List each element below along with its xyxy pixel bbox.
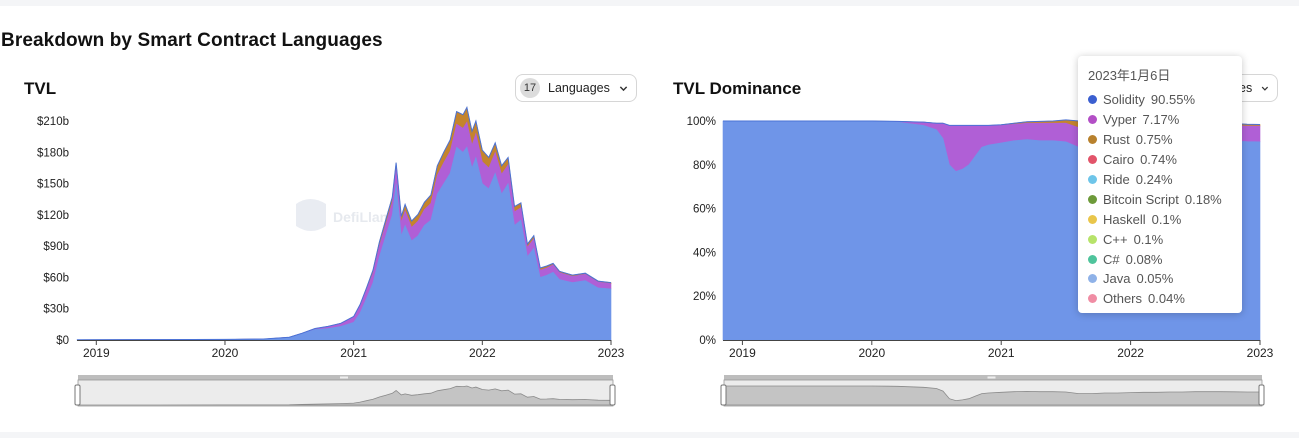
zoom-navigator[interactable]	[74, 375, 616, 407]
tooltip-series-name: C#	[1103, 251, 1120, 267]
x-tick-label: 2020	[858, 346, 885, 360]
x-tick-label: 2023	[598, 346, 625, 360]
y-tick-label: $150b	[37, 179, 69, 191]
tooltip-series-value: 0.18%	[1184, 191, 1222, 207]
legend-dot-icon	[1088, 95, 1097, 105]
tooltip-series-name: Vyper	[1103, 112, 1137, 128]
tooltip-series-value: 0.08%	[1125, 251, 1163, 267]
y-tick-label: 40%	[693, 247, 716, 259]
tvl-chart-title: TVL	[24, 79, 57, 98]
y-tick-label: $180b	[37, 147, 69, 159]
tooltip-series-name: Ride	[1103, 172, 1130, 187]
tooltip-series-name: Rust	[1103, 132, 1130, 148]
tooltip-series-name: Others	[1103, 291, 1143, 307]
navigator-left-handle[interactable]	[720, 384, 727, 406]
legend-dot-icon	[1088, 294, 1097, 304]
tooltip-series-value: 0.1%	[1151, 211, 1182, 227]
tooltip-row: Java 0.05%	[1088, 269, 1242, 289]
y-tick-label: $30b	[43, 304, 69, 316]
legend-dot-icon	[1088, 254, 1097, 264]
dominance-chart-title: TVL Dominance	[673, 79, 802, 98]
x-tick-label: 2022	[1117, 346, 1144, 360]
tooltip-date: 2023年1月6日	[1088, 68, 1171, 83]
tooltip-series-value: 0.1%	[1133, 231, 1164, 247]
legend-dot-icon	[1088, 194, 1097, 204]
navigator-right-handle[interactable]	[1258, 384, 1265, 406]
x-tick-label: 2023	[1247, 346, 1274, 360]
navigator-preview	[77, 385, 612, 406]
tooltip-series-name: Bitcoin Script	[1103, 191, 1179, 207]
legend-dot-icon	[1088, 274, 1097, 284]
legend-dot-icon	[1088, 135, 1097, 145]
page-title: Breakdown by Smart Contract Languages	[1, 30, 383, 51]
tooltip-series-value: 0.05%	[1136, 271, 1174, 287]
llama-logo-icon	[296, 199, 326, 231]
tooltip-row: Ride 0.24%	[1088, 170, 1242, 190]
navigator-preview	[722, 385, 1261, 406]
tooltip-row: Haskell 0.1%	[1088, 209, 1242, 229]
x-tick-label: 2022	[469, 346, 496, 360]
y-tick-label: 20%	[693, 291, 716, 303]
legend-dot-icon	[1088, 155, 1097, 165]
x-tick-label: 2021	[988, 346, 1015, 360]
tooltip-row: C++ 0.1%	[1088, 229, 1242, 249]
y-tick-label: 60%	[693, 204, 716, 216]
tooltip-row: Cairo 0.74%	[1088, 150, 1242, 170]
tooltip-series-value: 0.24%	[1135, 172, 1173, 187]
x-tick-label: 2019	[83, 346, 110, 360]
tooltip-row: Others 0.04%	[1088, 289, 1242, 309]
navigator-left-handle[interactable]	[74, 384, 81, 406]
legend-dot-icon	[1088, 175, 1097, 184]
navigator-grip-icon	[340, 376, 348, 379]
y-tick-label: 0%	[699, 335, 716, 347]
navigator-right-handle[interactable]	[609, 384, 616, 406]
legend-dot-icon	[1088, 234, 1097, 244]
series-line-rust	[76, 105, 612, 341]
y-tick-label: 100%	[687, 116, 716, 128]
chart-tooltip: 2023年1月6日 Solidity 90.55% Vyper 7.17% Rust 0.…	[1078, 56, 1242, 313]
y-tick-label: $90b	[43, 241, 69, 253]
tooltip-series-name: Java	[1103, 271, 1131, 287]
y-tick-label: $60b	[43, 272, 69, 284]
legend-dot-icon	[1088, 115, 1097, 125]
tooltip-row: Vyper 7.17%	[1088, 110, 1242, 130]
legend-dot-icon	[1088, 214, 1097, 224]
tooltip-row: Solidity 90.55%	[1088, 90, 1242, 110]
y-tick-label: 80%	[693, 160, 716, 172]
y-tick-label: $0	[56, 335, 69, 347]
chevron-down-icon	[619, 85, 628, 91]
tooltip-series-name: Solidity	[1103, 92, 1145, 108]
watermark-text: DefiLlama	[333, 209, 400, 225]
languages-dropdown-label: Languages	[548, 81, 610, 95]
x-tick-label: 2020	[212, 346, 239, 360]
y-tick-label: $120b	[37, 210, 69, 222]
chevron-down-icon	[1261, 86, 1269, 91]
tooltip-series-value: 0.75%	[1135, 132, 1173, 148]
tooltip-series-value: 0.74%	[1140, 152, 1177, 168]
tooltip-series-value: 7.17%	[1142, 112, 1180, 128]
navigator-grip-icon	[987, 376, 996, 379]
x-tick-label: 2021	[340, 346, 367, 360]
zoom-navigator[interactable]	[720, 375, 1265, 407]
watermark-logo: DefiLlama	[296, 199, 400, 231]
tooltip-series-name: Cairo	[1103, 152, 1135, 168]
y-tick-label: $210b	[37, 116, 69, 128]
languages-count-badge: 17	[520, 78, 540, 98]
tooltip-series-name: C++	[1103, 231, 1128, 247]
tooltip-row: Bitcoin Script 0.18%	[1088, 189, 1242, 209]
tooltip-series-value: 0.04%	[1148, 291, 1185, 307]
tooltip-row: C# 0.08%	[1088, 249, 1242, 269]
languages-dropdown-button[interactable]: 17 Languages	[515, 74, 637, 102]
tvl-area-chart[interactable]: DefiLlama 2019 2020 2021 2022 2023 $0 $30b $60b $…	[37, 105, 625, 407]
tooltip-row: Rust 0.75%	[1088, 130, 1242, 150]
x-tick-label: 2019	[729, 346, 756, 360]
tooltip-series-name: Haskell	[1103, 211, 1146, 227]
tooltip-series-value: 90.55%	[1150, 92, 1196, 108]
